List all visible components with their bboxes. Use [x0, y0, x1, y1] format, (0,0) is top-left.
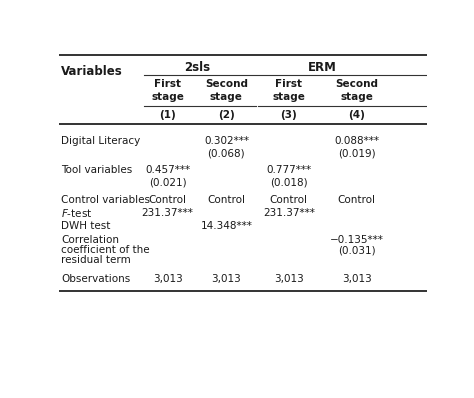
- Text: coefficient of the: coefficient of the: [61, 245, 150, 255]
- Text: DWH test: DWH test: [61, 221, 110, 231]
- Text: Second
stage: Second stage: [335, 80, 378, 102]
- Text: residual term: residual term: [61, 255, 131, 265]
- Text: −0.135***: −0.135***: [330, 235, 384, 245]
- Text: Control: Control: [149, 195, 187, 205]
- Text: (0.019): (0.019): [338, 148, 375, 158]
- Text: Tool variables: Tool variables: [61, 165, 132, 176]
- Text: 231.37***: 231.37***: [142, 208, 193, 218]
- Text: Observations: Observations: [61, 274, 130, 284]
- Text: (0.018): (0.018): [270, 178, 308, 187]
- Text: Variables: Variables: [61, 65, 123, 78]
- Text: First
stage: First stage: [151, 80, 184, 102]
- Text: (0.068): (0.068): [208, 148, 245, 158]
- Text: 0.088***: 0.088***: [334, 136, 379, 146]
- Text: 3,013: 3,013: [211, 274, 241, 284]
- Text: 0.457***: 0.457***: [145, 165, 190, 176]
- Text: 2sls: 2sls: [184, 60, 210, 74]
- Text: 3,013: 3,013: [274, 274, 304, 284]
- Text: Control variables: Control variables: [61, 195, 150, 205]
- Text: Control: Control: [270, 195, 308, 205]
- Text: Control: Control: [338, 195, 376, 205]
- Text: (0.021): (0.021): [149, 178, 186, 187]
- Text: 3,013: 3,013: [342, 274, 372, 284]
- Text: 0.777***: 0.777***: [266, 165, 311, 176]
- Text: First
stage: First stage: [273, 80, 305, 102]
- Text: ERM: ERM: [308, 60, 337, 74]
- Text: (2): (2): [218, 110, 235, 120]
- Text: Correlation: Correlation: [61, 235, 119, 245]
- Text: Digital Literacy: Digital Literacy: [61, 136, 140, 146]
- Text: (0.031): (0.031): [338, 245, 375, 255]
- Text: 3,013: 3,013: [153, 274, 182, 284]
- Text: 14.348***: 14.348***: [201, 221, 252, 231]
- Text: (3): (3): [281, 110, 297, 120]
- Text: 0.302***: 0.302***: [204, 136, 249, 146]
- Text: (4): (4): [348, 110, 365, 120]
- Text: Control: Control: [208, 195, 246, 205]
- Text: (1): (1): [159, 110, 176, 120]
- Text: 231.37***: 231.37***: [263, 208, 315, 218]
- Text: Second
stage: Second stage: [205, 80, 248, 102]
- Text: $\mathit{F}$-test: $\mathit{F}$-test: [61, 207, 92, 219]
